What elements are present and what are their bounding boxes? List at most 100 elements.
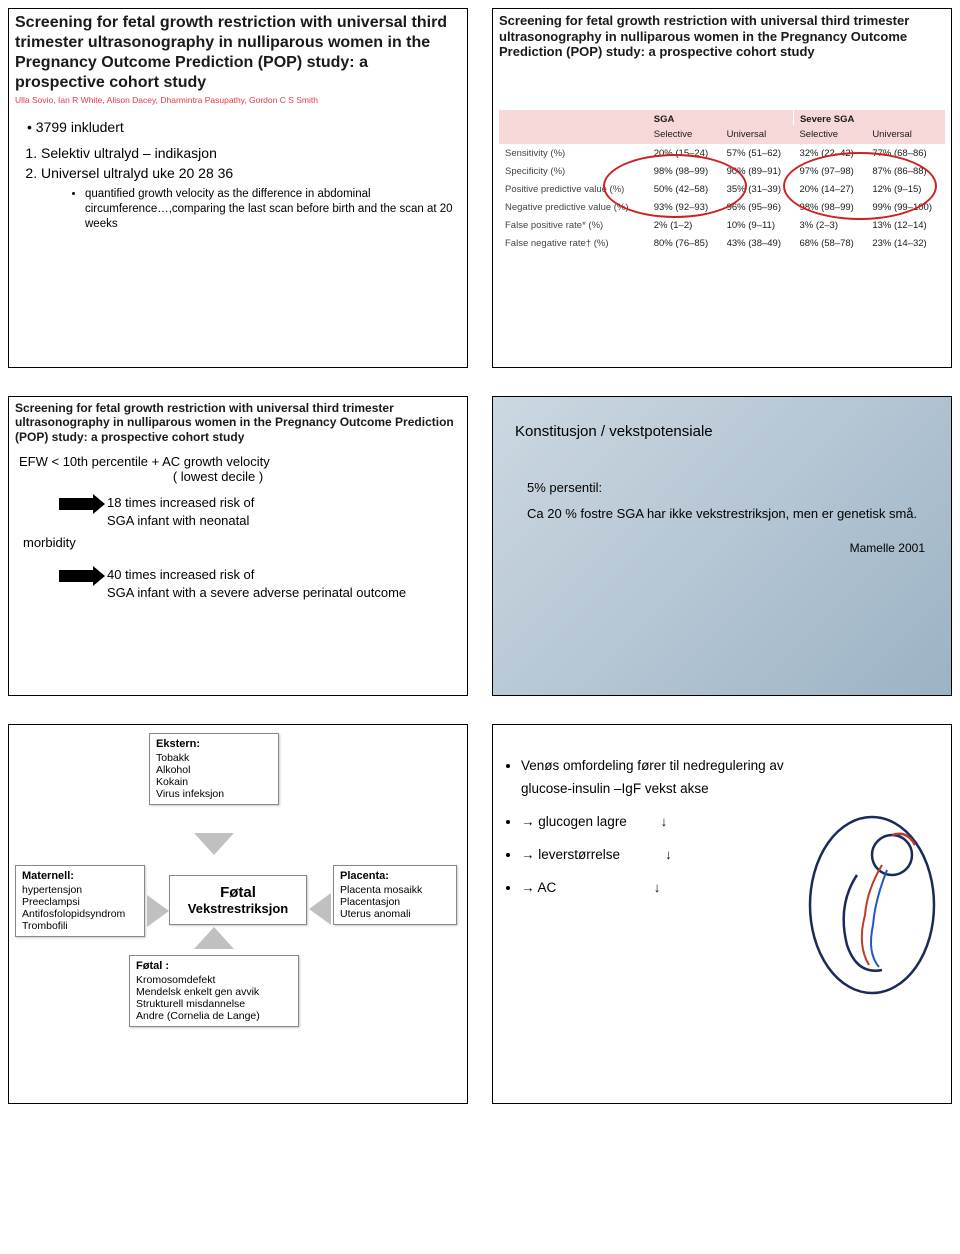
cell: 68% (58–78) (793, 234, 866, 252)
row-label: Sensitivity (%) (499, 144, 648, 162)
placenta-title: Placenta: (340, 870, 450, 882)
constitution-heading: Konstitusjon / vekstpotensiale (515, 423, 933, 440)
cell: 10% (9–11) (721, 216, 794, 234)
cell: 96% (95–96) (721, 198, 794, 216)
risk-40x-line2: SGA infant with a severe adverse perinat… (107, 585, 406, 600)
fotal-item: Kromosomdefekt (136, 974, 292, 986)
cell: 35% (31–39) (721, 180, 794, 198)
included-text: 3799 inkludert (36, 119, 124, 135)
placenta-item: Placenta mosaikk (340, 884, 450, 896)
cell: 32% (22–42) (793, 144, 866, 162)
ekstern-item: Kokain (156, 776, 272, 788)
col-severe-universal: Universal (866, 125, 945, 145)
table-row: Specificity (%)98% (98–99)90% (89–91)97%… (499, 162, 945, 180)
risk-40x-line1: 40 times increased risk of (107, 567, 254, 582)
panel-venous-redistribution: Venøs omfordeling fører til nedregulerin… (492, 724, 952, 1104)
fotal-item: Strukturell misdannelse (136, 998, 292, 1010)
cell: 20% (14–27) (793, 180, 866, 198)
pop-study-title-small: Screening for fetal growth restriction w… (493, 9, 951, 62)
table-row: False positive rate* (%)2% (1–2)10% (9–1… (499, 216, 945, 234)
ekstern-item: Alkohol (156, 764, 272, 776)
maternell-title: Maternell: (22, 870, 138, 882)
sga-performance-table: SGA Severe SGA Selective Universal Selec… (499, 110, 945, 252)
table-row: False negative rate† (%)80% (76–85)43% (… (499, 234, 945, 252)
pop-study-title: Screening for fetal growth restriction w… (9, 9, 467, 95)
row-label: Specificity (%) (499, 162, 648, 180)
box-center-fgr: Føtal Vekstrestriksjon (169, 875, 307, 925)
placenta-item: Uterus anomali (340, 908, 450, 920)
cell: 43% (38–49) (721, 234, 794, 252)
fotal-item: Andre (Cornelia de Lange) (136, 1010, 292, 1022)
table-row: Sensitivity (%)20% (15–24)57% (51–62)32%… (499, 144, 945, 162)
efw-criteria-line2: ( lowest decile ) (19, 469, 457, 484)
method-sub-1: quantified growth velocity as the differ… (85, 187, 455, 232)
b4-text: → AC (521, 880, 556, 895)
arrow-left-icon (309, 893, 331, 925)
row-label: Negative predictive value (%) (499, 198, 648, 216)
maternell-item: Trombofili (22, 920, 138, 932)
fotal-item: Mendelsk enkelt gen avvik (136, 986, 292, 998)
b3-text: → leverstørrelse (521, 847, 620, 862)
ekstern-title: Ekstern: (156, 738, 272, 750)
pop-study-title-small-2: Screening for fetal growth restriction w… (9, 397, 467, 446)
risk-18x-line1: 18 times increased risk of (107, 495, 254, 510)
bullet-ac: → AC ↓ (521, 877, 811, 900)
risk-40x: 40 times increased risk of SGA infant wi… (107, 566, 406, 601)
panel-sga-table: Screening for fetal growth restriction w… (492, 8, 952, 368)
panel-constitution: Konstitusjon / vekstpotensiale 5% persen… (492, 396, 952, 696)
panel-flowchart-fgr-causes: Ekstern: Tobakk Alkohol Kokain Virus inf… (8, 724, 468, 1104)
percentile-5: 5% persentil: (527, 480, 933, 495)
row-label: False positive rate* (%) (499, 216, 648, 234)
cell: 77% (68–86) (866, 144, 945, 162)
table-row: Positive predictive value (%)50% (42–58)… (499, 180, 945, 198)
risk-18x-line2: SGA infant with neonatal (107, 513, 249, 528)
cell: 13% (12–14) (866, 216, 945, 234)
cell: 2% (1–2) (648, 216, 721, 234)
cell: 12% (9–15) (866, 180, 945, 198)
method-item-2: Universel ultralyd uke 20 28 36 (41, 165, 455, 181)
panel-efw-risk: Screening for fetal growth restriction w… (8, 396, 468, 696)
col-sga-selective: Selective (648, 125, 721, 145)
placenta-item: Placentasjon (340, 896, 450, 908)
cell: 99% (99–100) (866, 198, 945, 216)
col-group-severe-sga: Severe SGA (793, 110, 945, 125)
cell: 98% (98–99) (648, 162, 721, 180)
cell: 98% (98–99) (793, 198, 866, 216)
citation-mamelle: Mamelle 2001 (515, 541, 933, 555)
col-severe-selective: Selective (793, 125, 866, 145)
col-sga-universal: Universal (721, 125, 794, 145)
b2-text: → glucogen lagre (521, 814, 627, 829)
cell: 80% (76–85) (648, 234, 721, 252)
bullet-glycogen: → glucogen lagre ↓ (521, 811, 811, 834)
maternell-item: Antifosfolopidsyndrom (22, 908, 138, 920)
cell: 20% (15–24) (648, 144, 721, 162)
cell: 93% (92–93) (648, 198, 721, 216)
bullet-venous: Venøs omfordeling fører til nedregulerin… (521, 755, 811, 801)
cell: 90% (89–91) (721, 162, 794, 180)
cell: 50% (42–58) (648, 180, 721, 198)
morbidity-label: morbidity (23, 535, 457, 550)
pop-authors: Ulla Sovio, Ian R White, Alison Dacey, D… (9, 95, 467, 111)
box-fotal: Føtal : Kromosomdefekt Mendelsk enkelt g… (129, 955, 299, 1027)
row-label: Positive predictive value (%) (499, 180, 648, 198)
sga-table-body: Sensitivity (%)20% (15–24)57% (51–62)32%… (499, 144, 945, 252)
center-line1: Føtal (174, 884, 302, 901)
cell: 57% (51–62) (721, 144, 794, 162)
constitution-body: Ca 20 % fostre SGA har ikke vekstrestrik… (527, 505, 933, 523)
ekstern-item: Tobakk (156, 752, 272, 764)
box-placenta: Placenta: Placenta mosaikk Placentasjon … (333, 865, 457, 925)
ekstern-item: Virus infeksjon (156, 788, 272, 800)
included-count: • 3799 inkludert (27, 119, 455, 135)
bullet-liver: → leverstørrelse ↓ (521, 844, 811, 867)
efw-criteria-line1: EFW < 10th percentile + AC growth veloci… (19, 454, 457, 469)
cell: 23% (14–32) (866, 234, 945, 252)
fotal-title: Føtal : (136, 960, 292, 972)
box-maternell: Maternell: hypertensjon Preeclampsi Anti… (15, 865, 145, 937)
col-group-sga: SGA (648, 110, 794, 125)
arrow-up-icon (194, 927, 234, 949)
panel-pop-summary: Screening for fetal growth restriction w… (8, 8, 468, 368)
method-item-1: Selektiv ultralyd – indikasjon (41, 145, 455, 161)
center-line2: Vekstrestriksjon (174, 901, 302, 916)
down-arrow-icon: ↓ (661, 814, 668, 829)
maternell-item: Preeclampsi (22, 896, 138, 908)
